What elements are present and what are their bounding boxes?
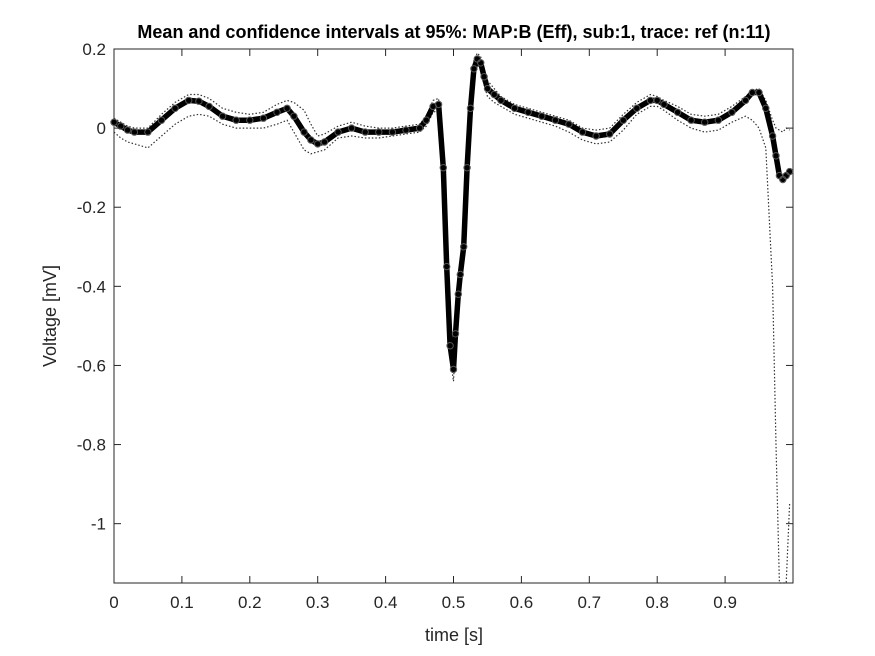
mean-point [290,112,298,120]
mean-point [497,96,505,105]
mean-point [232,116,240,124]
mean-point [701,118,709,126]
y-tick-label: -0.4 [77,277,106,296]
mean-point [443,262,451,271]
mean-point [300,128,308,136]
mean-point [157,116,166,124]
mean-point [195,97,203,105]
mean-point [415,124,424,132]
mean-point [347,124,356,132]
mean-point [144,128,152,136]
mean-point [314,140,322,148]
x-tick-label: 0.2 [238,593,262,612]
mean-point [785,167,794,176]
x-tick-label: 0.9 [713,593,737,612]
x-ticks: 0 0.1 0.2 0.3 0.4 0.5 0.6 0.7 0.8 0.9 [109,49,737,612]
mean-point [741,96,750,105]
y-tick-label: -0.2 [77,198,106,217]
x-tick-label: 0.7 [577,593,601,612]
y-axis-label: Voltage [mV] [40,265,60,367]
mean-point [768,132,777,140]
chart-title: Mean and confidence intervals at 95%: MA… [137,22,770,42]
mean-point [477,59,485,67]
mean-point [171,104,179,113]
plot-area [113,48,794,584]
mean-point [205,102,213,111]
mean-point [456,270,464,279]
mean-point [755,88,763,97]
x-tick-label: 0.8 [645,593,669,612]
mean-point [728,108,736,117]
mean-point [402,126,410,134]
series-mean [111,56,793,373]
mean-point [439,164,447,172]
mean-point [334,128,342,136]
mean-point [388,128,397,136]
mean-point [117,122,125,130]
mean-point [772,152,780,160]
mean-point [361,128,369,136]
mean-point [510,104,519,113]
x-tick-label: 0.6 [510,593,534,612]
mean-point [565,120,573,128]
mean-point [110,118,118,126]
x-tick-label: 0 [109,593,118,612]
mean-point [185,96,193,105]
y-tick-label: -1 [91,515,106,534]
mean-point [480,73,488,81]
mean-point [619,116,627,124]
mean-point [130,128,139,136]
mean-point [375,128,383,136]
mean-point [653,96,661,105]
series-layer [110,51,794,584]
y-tick-label: -0.6 [77,356,106,375]
mean-point [660,100,668,109]
mean-point [592,132,600,140]
mean-point [538,112,546,120]
mean-point [454,290,462,298]
mean-point [259,114,268,122]
mean-point [307,136,315,144]
mean-point [714,116,722,124]
mean-point [463,164,471,172]
x-axis-label: time [s] [425,625,483,645]
mean-point [490,90,498,99]
x-tick-label: 0.5 [442,593,466,612]
x-tick-label: 0.4 [374,593,398,612]
x-tick-label: 0.3 [306,593,330,612]
mean-point [449,365,458,374]
mean-point [762,104,770,113]
mean-point [460,243,468,251]
mean-point [434,100,443,109]
mean-point [123,126,132,134]
y-tick-label: -0.8 [77,436,106,455]
mean-point [246,116,254,124]
mean-point [283,104,291,113]
mean-point [687,116,695,124]
mean-point [483,84,492,93]
mean-point [273,108,281,117]
mean-point [551,116,560,124]
mean-point [673,108,682,117]
y-tick-label: 0 [97,119,106,138]
mean-point [422,116,430,124]
mean-point [633,104,641,113]
mean-point [451,330,460,338]
mean-point [320,138,329,146]
x-tick-label: 0.1 [170,593,194,612]
mean-point [606,130,614,138]
mean-point [466,104,475,113]
mean-point [446,342,454,350]
mean-point [470,65,478,73]
mean-point [218,112,227,120]
mean-point [578,128,587,136]
y-ticks: 0.2 0 -0.2 -0.4 -0.6 -0.8 -1 [77,40,793,534]
mean-point [524,108,532,117]
y-tick-label: 0.2 [82,40,106,59]
